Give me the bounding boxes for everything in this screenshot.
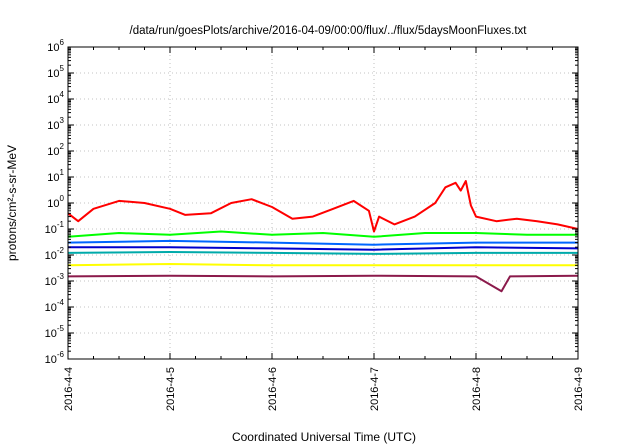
chart-title: /data/run/goesPlots/archive/2016-04-09/0… <box>130 25 528 37</box>
x-tick-label: 2016-4-5 <box>165 367 177 411</box>
series-lines <box>67 180 579 293</box>
y-tick-label: 10-5 <box>45 324 65 340</box>
x-tick-label: 2016-4-4 <box>63 367 75 411</box>
y-axis-label: protons/cm²-s-sr-MeV <box>5 145 19 261</box>
y-tick-label: 10-3 <box>45 272 65 288</box>
y-tick-label: 100 <box>47 194 64 210</box>
series-line-4 <box>68 246 579 251</box>
y-tick-label: 106 <box>47 38 64 54</box>
y-tick-label: 103 <box>47 116 64 132</box>
grid <box>68 47 578 359</box>
y-tick-labels: 10-6 10-5 10-4 10-3 10-2 10-1 100 101 102 103 104 1… <box>45 38 65 366</box>
y-tick-label: 10-6 <box>45 350 65 366</box>
x-tick-label: 2016-4-6 <box>267 367 279 411</box>
y-tick-label: 104 <box>47 90 64 106</box>
x-tick-label: 2016-4-8 <box>471 367 483 411</box>
series-line-6 <box>67 263 578 267</box>
y-tick-label: 10-2 <box>45 246 65 262</box>
y-tick-label: 10-1 <box>45 220 65 236</box>
series-line-2 <box>67 230 578 238</box>
y-tick-label: 10-4 <box>45 298 65 314</box>
ticks <box>67 46 579 360</box>
series-line-7 <box>67 274 579 293</box>
y-tick-label: 101 <box>47 168 64 184</box>
y-tick-label: 102 <box>47 142 64 158</box>
x-tick-label: 2016-4-7 <box>369 367 381 411</box>
x-tick-label: 2016-4-9 <box>573 367 585 411</box>
series-line-1 <box>67 180 579 233</box>
y-tick-label: 105 <box>47 64 64 80</box>
series-line-5 <box>67 251 578 255</box>
x-axis-label: Coordinated Universal Time (UTC) <box>232 430 416 444</box>
x-tick-labels: 2016-4-4 2016-4-5 2016-4-6 2016-4-7 2016-4-8… <box>63 367 585 411</box>
series-line-3 <box>67 239 578 246</box>
